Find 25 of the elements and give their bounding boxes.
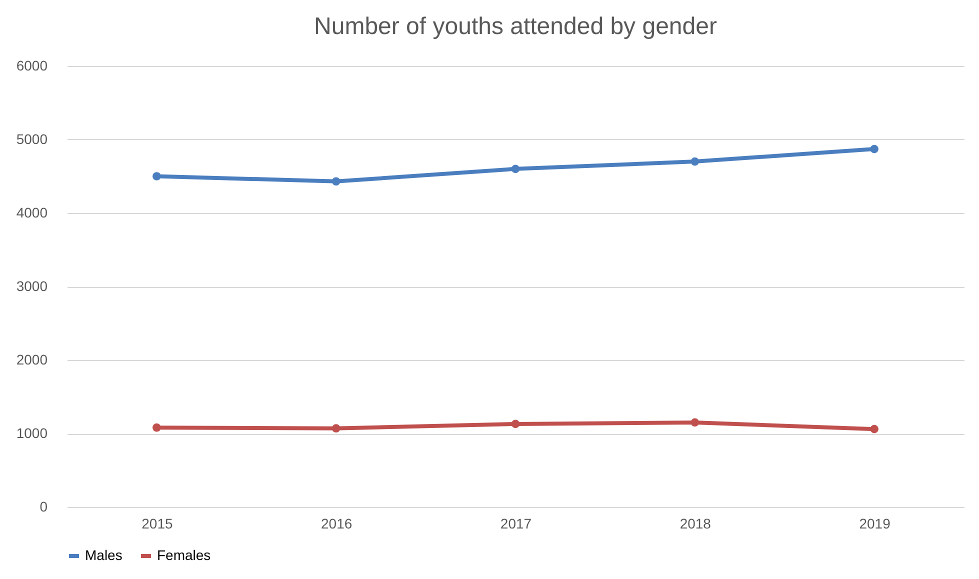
y-tick-label: 4000 [16,204,48,220]
y-tick-label: 5000 [16,131,48,147]
y-tick-label: 2000 [16,352,48,368]
y-tick-label: 0 [40,498,48,514]
x-tick-label: 2018 [680,516,712,532]
x-tick-label: 2015 [142,516,173,532]
point [332,177,340,186]
point [332,424,340,433]
y-tick-label: 1000 [16,425,48,441]
legend-label: Males [85,547,122,563]
point [511,164,520,174]
point [152,423,161,432]
point [690,157,700,166]
x-tick-label: 2016 [321,516,352,532]
point [870,144,878,154]
point [511,420,520,428]
point [690,418,700,427]
point [152,172,161,180]
y-tick-label: 3000 [16,278,48,294]
y-tick-label: 6000 [16,58,48,74]
legend-label: Females [157,547,211,563]
x-tick-label: 2019 [859,516,891,532]
x-tick-label: 2017 [500,516,532,532]
chart-title: Number of youths attended by gender [314,13,717,40]
point [870,424,878,434]
